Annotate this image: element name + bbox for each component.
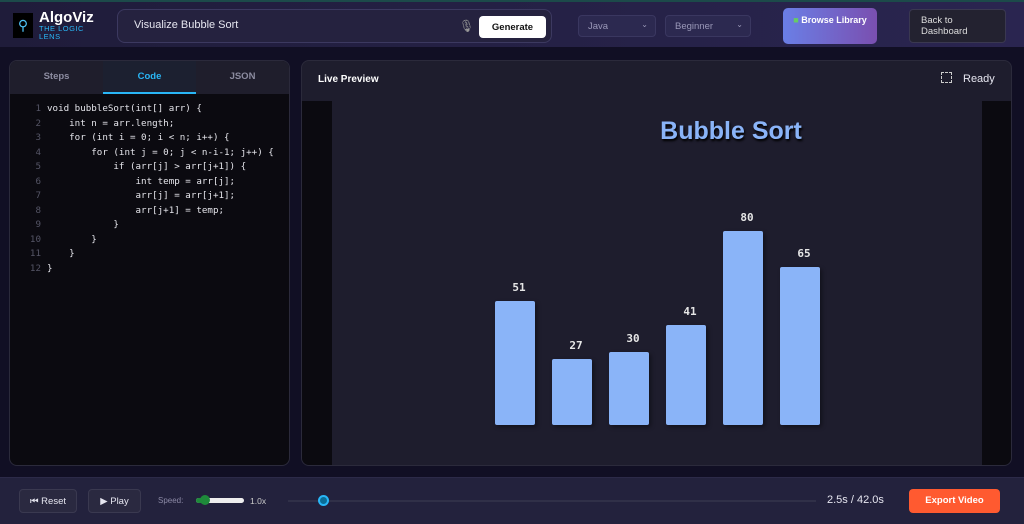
level-value: Beginner (675, 21, 714, 32)
time-readout: 2.5s / 42.0s (827, 494, 884, 506)
line-number: 10 (29, 233, 41, 245)
code-line: 5 if (arr[j] > arr[j+1]) { (10, 160, 289, 175)
code-text: } (47, 248, 75, 259)
line-number: 9 (35, 219, 41, 230)
books-icon: ■ (793, 15, 799, 25)
line-number: 7 (35, 190, 41, 201)
language-select[interactable]: Java ⌄ (578, 15, 656, 37)
code-line: 8 arr[j+1] = temp; (10, 204, 289, 219)
code-line: 7 arr[j] = arr[j+1]; (10, 189, 289, 204)
tab-steps[interactable]: Steps (43, 71, 70, 82)
prompt-input[interactable] (134, 19, 434, 31)
visualization-title: Bubble Sort (660, 117, 802, 145)
status-text: Ready (963, 73, 995, 85)
timeline-thumb[interactable] (318, 495, 329, 506)
code-line: 3 for (int i = 0; i < n; i++) { (10, 131, 289, 146)
code-line: 1 void bubbleSort(int[] arr) { (10, 102, 289, 117)
speed-value: 1.0x (250, 496, 267, 506)
line-number: 4 (35, 146, 41, 158)
live-preview-panel: Live Preview Ready Bubble Sort 51 27 30 41 8… (301, 60, 1012, 466)
code-text: arr[j] = arr[j+1]; (47, 190, 236, 201)
code-text: for (int j = 0; j < n-i-1; j++) { (47, 146, 274, 158)
code-line: 11 } (10, 247, 289, 262)
code-line: 4 for (int j = 0; j < n-i-1; j++) { (10, 146, 289, 161)
line-number: 11 (29, 248, 41, 259)
microphone-icon[interactable]: 🎙 (459, 19, 475, 33)
line-number: 1 (35, 103, 41, 114)
preview-title: Live Preview (318, 74, 379, 85)
bar (609, 352, 649, 425)
speed-slider[interactable] (196, 495, 244, 505)
generate-button[interactable]: Generate (479, 16, 546, 38)
code-line: 12} (10, 262, 289, 277)
line-number: 6 (35, 175, 41, 187)
preview-stage: Bubble Sort 51 27 30 41 80 65 (302, 101, 1011, 465)
bar-label: 30 (626, 332, 640, 346)
code-text: } (47, 219, 119, 230)
code-text: if (arr[j] > arr[j+1]) { (47, 161, 247, 172)
code-line: 10 } (10, 233, 289, 248)
level-select[interactable]: Beginner ⌄ (665, 15, 751, 37)
line-number: 5 (35, 161, 41, 172)
reset-button[interactable]: ⏮ Reset (19, 489, 77, 513)
timeline-track[interactable] (288, 500, 816, 502)
browse-label: Browse Library (801, 15, 867, 25)
tab-json[interactable]: JSON (229, 71, 256, 82)
visualization-canvas: Bubble Sort 51 27 30 41 80 65 (332, 101, 982, 465)
code-text: } (47, 233, 97, 245)
code-text: int temp = arr[j]; (47, 175, 236, 187)
code-line: 2 int n = arr.length; (10, 117, 289, 132)
chevron-down-icon: ⌄ (736, 20, 743, 29)
bar (495, 301, 535, 425)
logo-icon: ⚲ (13, 13, 33, 38)
browse-library-button[interactable]: ■ Browse Library (783, 8, 877, 44)
code-panel: Steps Code JSON 1 void bubbleSort(int[] a… (9, 60, 290, 466)
code-view: 1 void bubbleSort(int[] arr) { 2 int n = a… (10, 94, 289, 276)
code-text: arr[j+1] = temp; (47, 204, 225, 216)
code-line: 6 int temp = arr[j]; (10, 175, 289, 190)
code-text: for (int i = 0; i < n; i++) { (47, 132, 230, 143)
bar-label: 80 (740, 210, 754, 224)
bar-label: 41 (683, 305, 697, 319)
bar-label: 51 (512, 281, 526, 295)
panel-tabs: Steps Code JSON (10, 61, 289, 94)
speed-slider-knob[interactable] (200, 495, 210, 505)
line-number: 2 (35, 117, 41, 129)
header: ⚲ AlgoViz THE LOGIC LENS 🎙 Generate Java… (0, 0, 1024, 47)
playback-bar: ⏮ Reset ▶ Play Speed: 1.0x 2.5s / 42.0s … (0, 477, 1024, 524)
brand[interactable]: AlgoViz THE LOGIC LENS (39, 10, 94, 41)
brand-tagline: THE LOGIC LENS (39, 24, 84, 41)
line-number: 3 (35, 132, 41, 143)
line-number: 8 (35, 204, 41, 216)
code-text: } (47, 262, 53, 274)
export-video-button[interactable]: Export Video (909, 489, 1000, 513)
code-text: void bubbleSort(int[] arr) { (47, 103, 202, 114)
fullscreen-icon[interactable] (941, 72, 952, 83)
bar-label: 65 (797, 247, 811, 261)
brand-name: AlgoViz (39, 9, 94, 26)
language-value: Java (588, 21, 609, 32)
code-line: 9 } (10, 218, 289, 233)
chevron-down-icon: ⌄ (641, 20, 648, 29)
bar (723, 230, 763, 425)
bar (552, 359, 592, 425)
back-to-dashboard-button[interactable]: Back to Dashboard (909, 9, 1006, 43)
prompt-bar: 🎙 Generate (117, 9, 552, 43)
bar-label: 27 (569, 339, 583, 353)
tab-code[interactable]: Code (103, 61, 196, 94)
bar (666, 325, 706, 425)
speed-label: Speed: (158, 496, 184, 505)
code-text: int n = arr.length; (47, 117, 175, 129)
bar (780, 267, 820, 425)
play-button[interactable]: ▶ Play (88, 489, 141, 513)
line-number: 12 (29, 262, 41, 274)
